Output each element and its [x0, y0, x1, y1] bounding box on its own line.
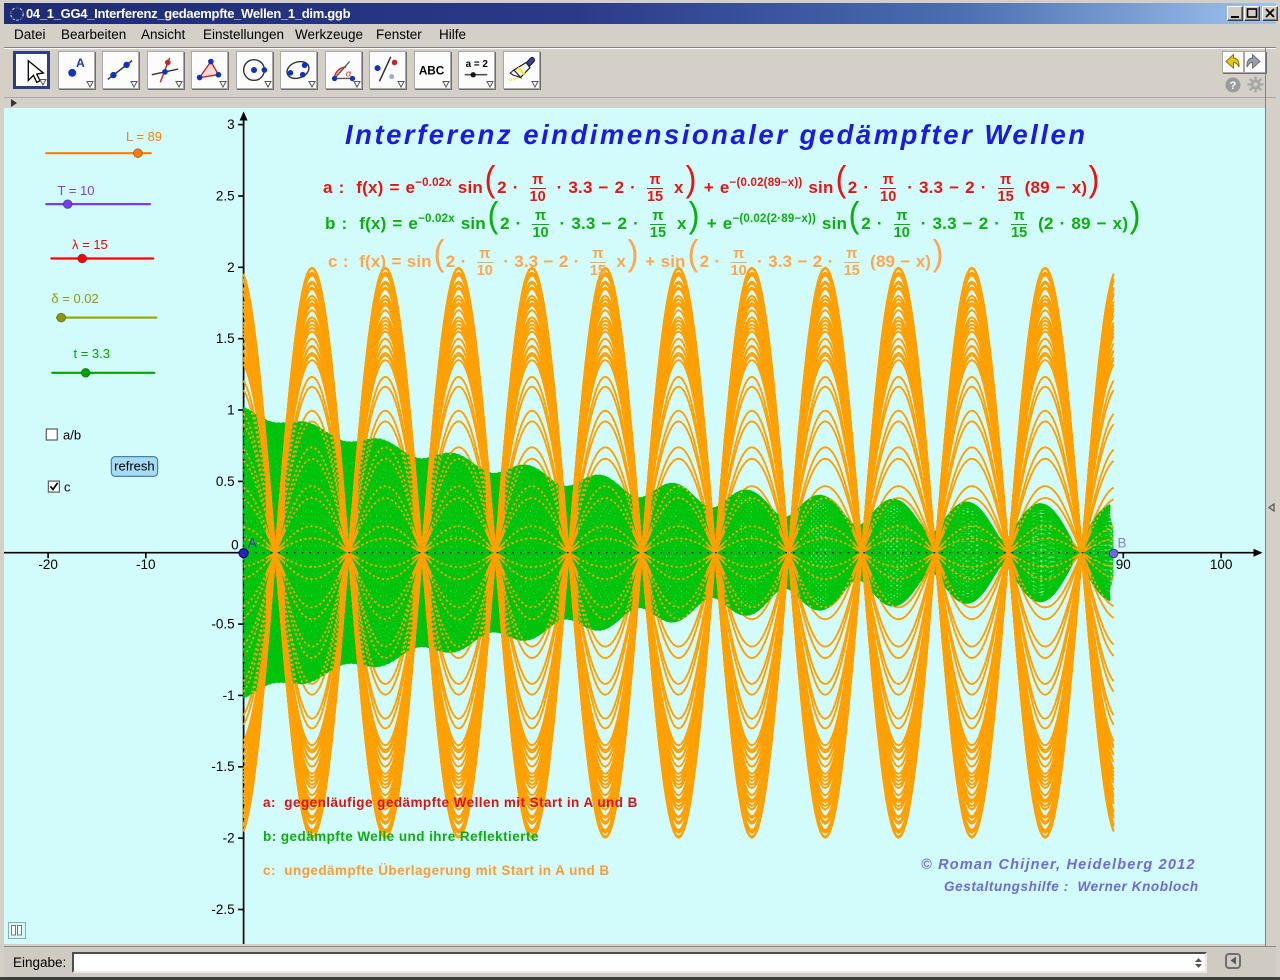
svg-text:90: 90: [1116, 557, 1131, 572]
svg-text:A: A: [248, 536, 257, 551]
svg-text:1.5: 1.5: [216, 331, 235, 346]
svg-text:c: c: [64, 480, 71, 495]
svg-text:t = 3.3: t = 3.3: [74, 346, 111, 361]
svg-text:T = 10: T = 10: [58, 183, 95, 198]
svg-text:3: 3: [227, 117, 235, 132]
svg-text:-10: -10: [136, 557, 156, 572]
svg-text:A: A: [76, 56, 85, 70]
svg-text:0.5: 0.5: [216, 474, 235, 489]
svg-text:0: 0: [231, 538, 239, 553]
svg-text:-2.5: -2.5: [211, 902, 234, 917]
svg-text:λ = 15: λ = 15: [72, 237, 108, 252]
svg-text:1: 1: [227, 403, 235, 418]
svg-text:100: 100: [1210, 557, 1233, 572]
svg-text:-1.5: -1.5: [211, 759, 234, 774]
svg-text:-2: -2: [223, 831, 235, 846]
svg-text:B: B: [1118, 536, 1127, 551]
svg-text:L = 89: L = 89: [126, 129, 162, 144]
svg-text:a/b: a/b: [63, 428, 81, 443]
svg-text:a = 2: a = 2: [466, 59, 489, 70]
svg-text:2: 2: [227, 260, 235, 275]
svg-text:-1: -1: [223, 688, 235, 703]
svg-text:-20: -20: [38, 557, 58, 572]
svg-text:ABC: ABC: [418, 65, 444, 78]
svg-text:refresh: refresh: [114, 459, 154, 474]
svg-text:?: ?: [1230, 80, 1237, 92]
svg-text:δ = 0.02: δ = 0.02: [51, 291, 98, 306]
svg-text:-0.5: -0.5: [211, 617, 234, 632]
svg-text:α: α: [345, 68, 351, 79]
svg-text:2.5: 2.5: [216, 189, 235, 204]
